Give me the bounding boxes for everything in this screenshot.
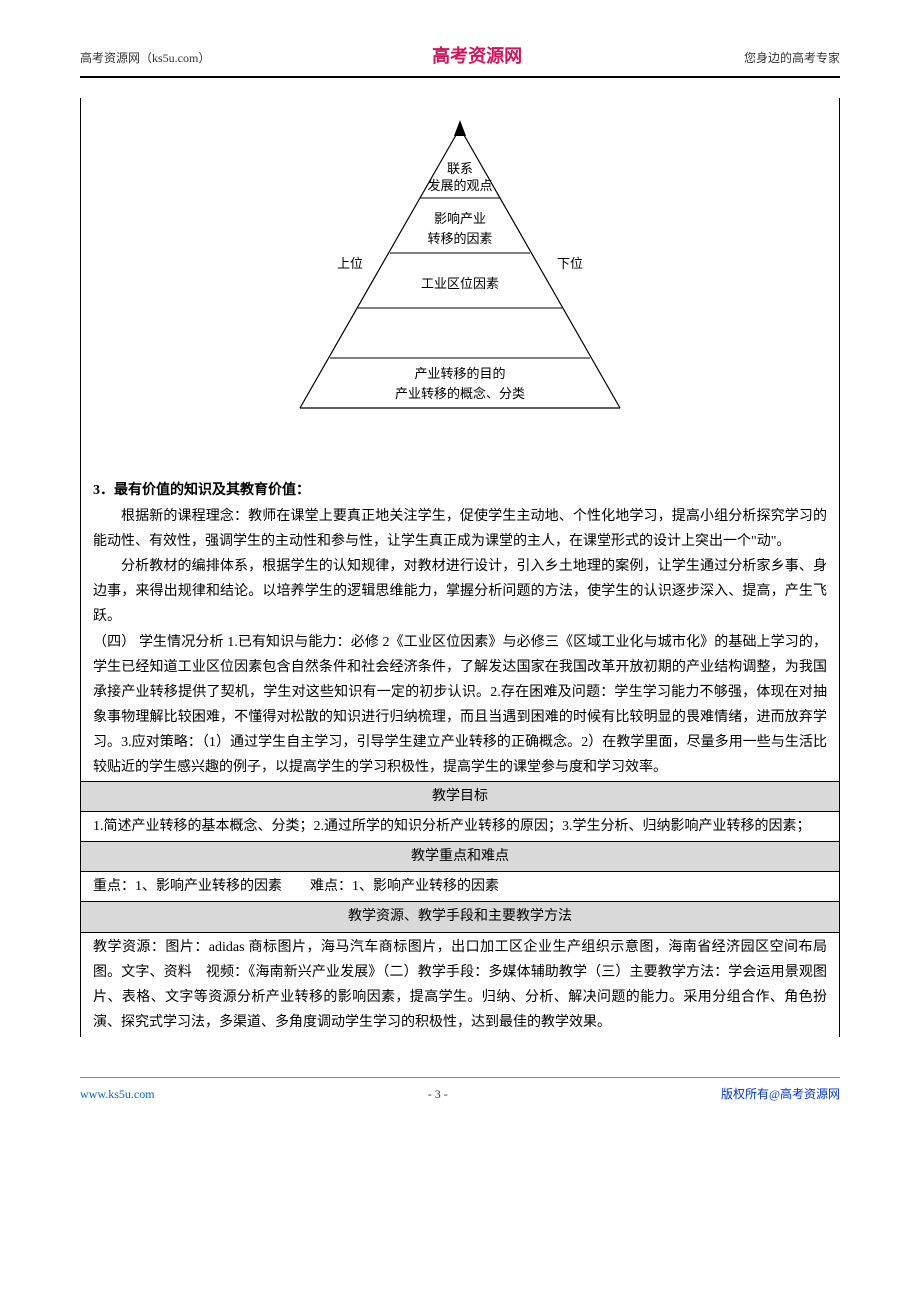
heading-3: 3．最有价值的知识及其教育价值： [81, 478, 839, 503]
section-header-resources: 教学资源、教学手段和主要教学方法 [81, 901, 839, 932]
svg-text:联系: 联系 [447, 161, 473, 176]
header-left: 高考资源网（ks5u.com） [80, 48, 210, 70]
main-content-box: 上位 下位 联系 发展的观点 影响产业 转移的因素 工业区位因素 产业转移的目的… [80, 98, 840, 1037]
svg-text:转移的因素: 转移的因素 [427, 231, 492, 246]
header-center-logo: 高考资源网 [432, 40, 522, 72]
section-focus-text: 重点：1、影响产业转移的因素 难点：1、影响产业转移的因素 [81, 872, 839, 901]
page-header: 高考资源网（ks5u.com） 高考资源网 您身边的高考专家 [80, 40, 840, 78]
pyramid-diagram-wrap: 上位 下位 联系 发展的观点 影响产业 转移的因素 工业区位因素 产业转移的目的… [81, 98, 839, 458]
pyramid-side-left-label: 上位 [337, 256, 363, 271]
pyramid-diagram: 上位 下位 联系 发展的观点 影响产业 转移的因素 工业区位因素 产业转移的目的… [250, 118, 670, 428]
footer-left-link[interactable]: www.ks5u.com [80, 1084, 155, 1106]
paragraph-3: （四） 学生情况分析 1.已有知识与能力：必修 2《工业区位因素》与必修三《区域… [81, 630, 839, 781]
svg-text:工业区位因素: 工业区位因素 [421, 276, 499, 291]
pyramid-side-right-label: 下位 [557, 256, 583, 271]
section-header-focus: 教学重点和难点 [81, 841, 839, 872]
paragraph-1: 根据新的课程理念：教师在课堂上要真正地关注学生，促使学生主动地、个性化地学习，提… [81, 504, 839, 554]
svg-text:产业转移的目的: 产业转移的目的 [414, 366, 505, 381]
section-header-goals: 教学目标 [81, 781, 839, 812]
svg-text:产业转移的概念、分类: 产业转移的概念、分类 [395, 386, 525, 401]
page-footer: www.ks5u.com - 3 - 版权所有@高考资源网 [80, 1077, 840, 1106]
svg-text:发展的观点: 发展的观点 [427, 178, 492, 193]
paragraph-2: 分析教材的编排体系，根据学生的认知规律，对教材进行设计，引入乡土地理的案例，让学… [81, 554, 839, 630]
section-resources-text: 教学资源：图片：adidas 商标图片，海马汽车商标图片，出口加工区企业生产组织… [81, 933, 839, 1038]
footer-page-number: - 3 - [428, 1084, 448, 1106]
svg-text:影响产业: 影响产业 [434, 211, 486, 226]
footer-copyright: 版权所有@高考资源网 [721, 1084, 840, 1106]
header-right: 您身边的高考专家 [744, 48, 840, 70]
section-goals-text: 1.简述产业转移的基本概念、分类；2.通过所学的知识分析产业转移的原因；3.学生… [81, 812, 839, 841]
